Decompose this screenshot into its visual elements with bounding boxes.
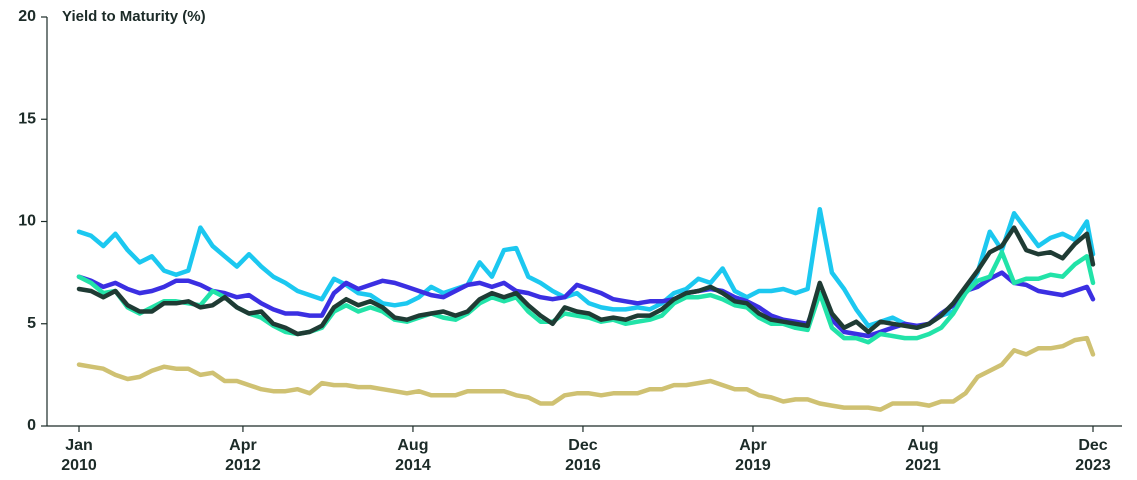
y-tick-label: 5 — [27, 315, 36, 332]
x-tick-label: Dec 2016 — [565, 437, 601, 474]
x-tick-label: Apr 2012 — [225, 437, 261, 474]
y-tick-label: 20 — [18, 8, 36, 25]
y-tick-label: 15 — [18, 110, 36, 127]
line-series — [76, 225, 1096, 337]
y-tick-label: 0 — [27, 417, 36, 434]
x-tick-label: Aug 2014 — [395, 437, 431, 474]
y-tick-label: 10 — [18, 213, 36, 230]
line-series — [76, 206, 1096, 331]
x-tick-label: Apr 2019 — [735, 437, 771, 474]
x-tick-label: Aug 2021 — [905, 437, 941, 474]
line-series — [76, 335, 1096, 412]
chart-title: Yield to Maturity (%) — [62, 8, 206, 25]
x-tick-label: Jan 2010 — [61, 437, 97, 474]
x-tick-label: Dec 2023 — [1075, 437, 1111, 474]
